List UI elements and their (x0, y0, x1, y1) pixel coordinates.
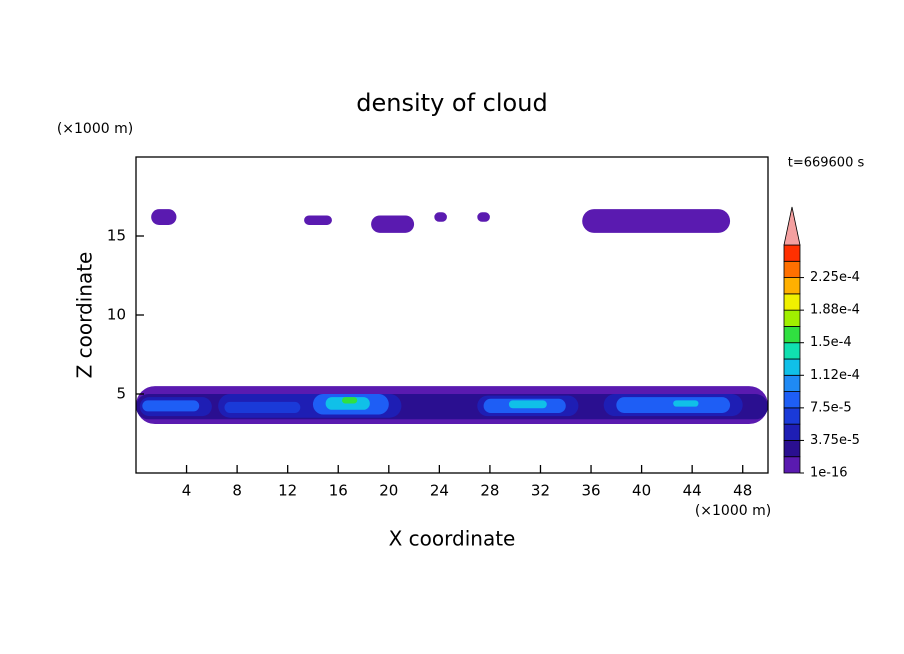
contour-region (371, 215, 415, 233)
contour-region (224, 401, 301, 413)
colorbar-band (783, 342, 801, 360)
x-tick-label: 24 (430, 482, 449, 500)
x-unit: (×1000 m) (695, 503, 771, 519)
y-tick-label: 15 (107, 227, 126, 245)
x-tick-label: 28 (480, 482, 499, 500)
x-axis-title: X coordinate (389, 527, 516, 551)
colorbar-band (783, 293, 801, 311)
colorbar-band (783, 326, 801, 344)
colorbar-band (783, 358, 801, 376)
contour-region (673, 400, 699, 407)
colorbar-label: 1e-16 (810, 466, 848, 481)
x-tick-label: 48 (733, 482, 752, 500)
x-tick-label: 8 (232, 482, 242, 500)
contour-region (142, 400, 200, 412)
colorbar-label: 7.5e-5 (810, 400, 852, 415)
x-tick-label: 32 (531, 482, 550, 500)
contour-region (477, 212, 490, 222)
contour-region (304, 215, 332, 225)
time-label: t=669600 s (788, 156, 865, 171)
colorbar-band (783, 374, 801, 392)
y-tick-label: 10 (107, 306, 126, 324)
colorbar-band (783, 407, 801, 425)
contour-region (582, 209, 731, 233)
colorbar-band (783, 277, 801, 295)
colorbar-label: 1.88e-4 (810, 303, 860, 318)
colorbar-band (783, 440, 801, 458)
contour-region (508, 400, 547, 409)
colorbar-label: 1.12e-4 (810, 368, 860, 383)
x-tick-label: 4 (182, 482, 192, 500)
colorbar-band (783, 309, 801, 327)
colorbar-band (783, 456, 801, 474)
colorbar-band (783, 260, 801, 278)
contour-region (151, 209, 177, 225)
colorbar-label: 3.75e-5 (810, 433, 860, 448)
x-tick-label: 20 (379, 482, 398, 500)
colorbar-extend (783, 206, 801, 246)
x-tick-label: 16 (329, 482, 348, 500)
x-tick-label: 12 (278, 482, 297, 500)
colorbar-band (783, 423, 801, 441)
contour-region (434, 212, 447, 222)
x-tick-label: 36 (581, 482, 600, 500)
x-tick-label: 40 (632, 482, 651, 500)
y-unit: (×1000 m) (57, 121, 133, 137)
y-tick-label: 5 (116, 385, 126, 403)
chart-title: density of cloud (356, 89, 547, 117)
x-tick-label: 44 (683, 482, 702, 500)
contour-region (342, 397, 358, 404)
colorbar-label: 2.25e-4 (810, 270, 860, 285)
contour-region (616, 397, 731, 413)
colorbar-band (783, 391, 801, 409)
y-axis-title: Z coordinate (73, 252, 97, 379)
colorbar-band (783, 244, 801, 262)
colorbar-label: 1.5e-4 (810, 335, 852, 350)
